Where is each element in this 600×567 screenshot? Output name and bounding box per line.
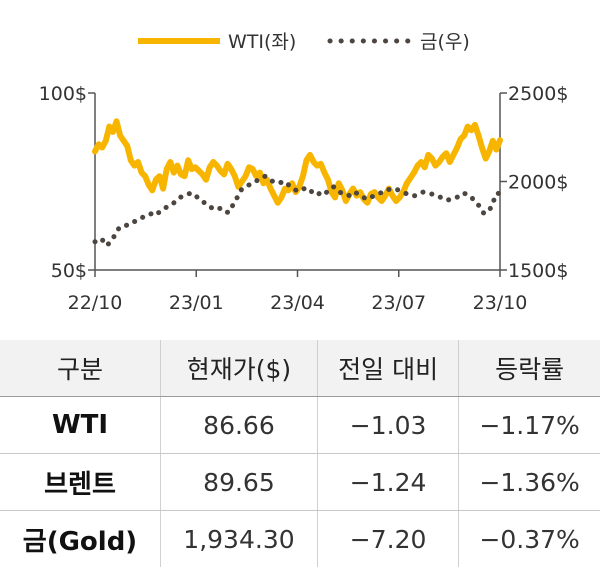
row-name: 브렌트 (0, 454, 161, 511)
row-price: 86.66 (161, 397, 318, 454)
table-row: 브렌트 89.65 −1.24 −1.36% (0, 454, 600, 511)
x-tick-label: 23/04 (270, 292, 325, 314)
header-price: 현재가($) (161, 340, 318, 397)
y-right-tick-label: 1500$ (508, 260, 568, 282)
row-change: −1.24 (317, 454, 458, 511)
x-tick-label: 23/01 (169, 292, 224, 314)
price-summary-table: 구분 현재가($) 전일 대비 등락률 WTI 86.66 −1.03 −1.1… (0, 340, 600, 567)
table-row: 금(Gold) 1,934.30 −7.20 −0.37% (0, 511, 600, 567)
chart: WTI(좌) 금(우) 100$ 50$ 2500$ 2000$ 1500$ 22/10 2… (0, 0, 600, 340)
header-category: 구분 (0, 340, 161, 397)
row-change: −7.20 (317, 511, 458, 567)
x-tick-label: 22/10 (68, 292, 123, 314)
legend-gold-label: 금(우) (420, 31, 470, 53)
y-right-tick-label: 2000$ (508, 172, 568, 194)
x-tick-label: 23/07 (371, 292, 426, 314)
header-change: 전일 대비 (317, 340, 458, 397)
row-change: −1.03 (317, 397, 458, 454)
row-rate: −0.37% (459, 511, 600, 567)
row-price: 89.65 (161, 454, 318, 511)
row-rate: −1.17% (459, 397, 600, 454)
axes: 100$ 50$ 2500$ 2000$ 1500$ 22/10 23/01 23/04 23/… (39, 83, 569, 314)
row-name: 금(Gold) (0, 511, 161, 567)
legend: WTI(좌) 금(우) (138, 31, 470, 53)
series-layer (95, 121, 500, 245)
y-right-tick-label: 2500$ (508, 83, 568, 105)
x-tick-label: 23/10 (473, 292, 528, 314)
row-rate: −1.36% (459, 454, 600, 511)
y-left-tick-label: 50$ (51, 260, 87, 282)
row-price: 1,934.30 (161, 511, 318, 567)
table-row: WTI 86.66 −1.03 −1.17% (0, 397, 600, 454)
legend-wti-label: WTI(좌) (228, 31, 296, 53)
table-header-row: 구분 현재가($) 전일 대비 등락률 (0, 340, 600, 397)
y-left-tick-label: 100$ (39, 83, 87, 105)
row-name: WTI (0, 397, 161, 454)
header-rate: 등락률 (459, 340, 600, 397)
